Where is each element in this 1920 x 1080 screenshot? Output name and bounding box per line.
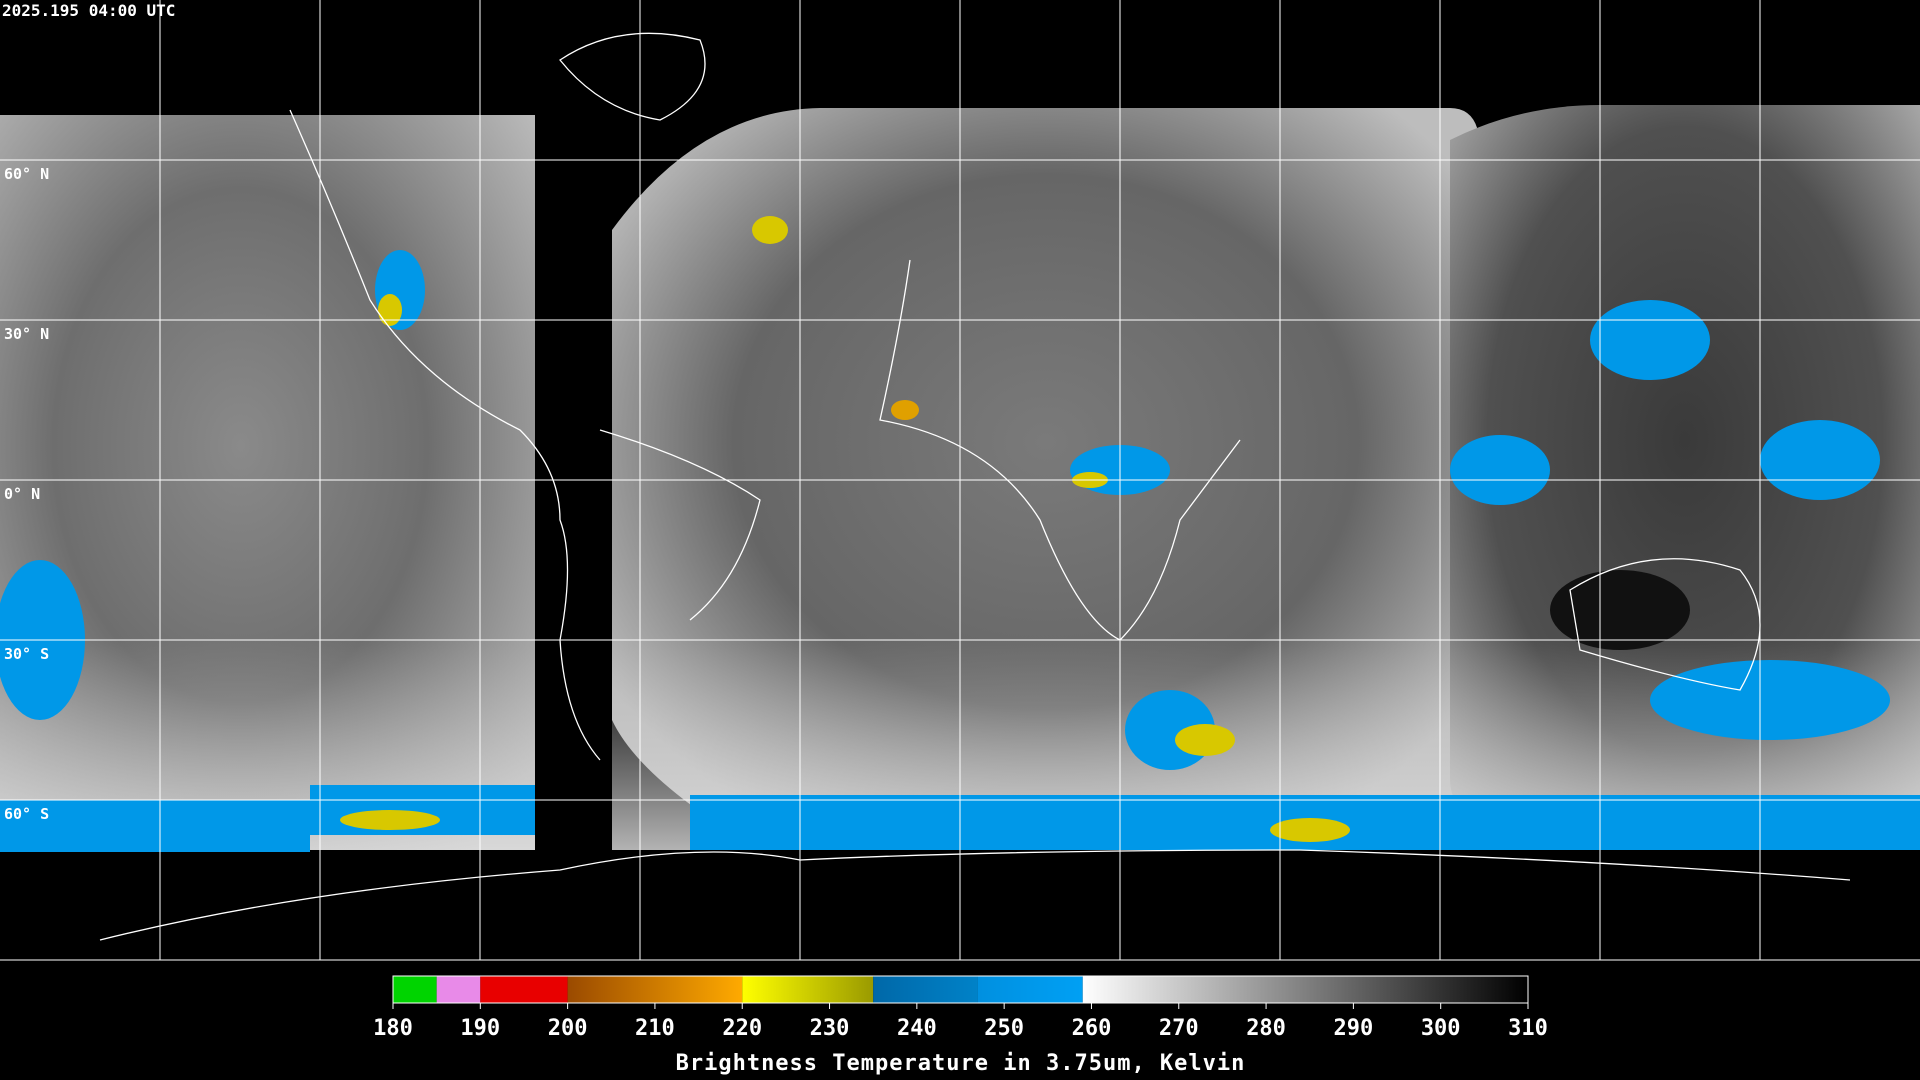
cloud-cold (1760, 420, 1880, 500)
colorbar-tick-label: 250 (984, 1016, 1024, 1041)
latitude-label: 30° S (4, 645, 49, 663)
cloud-very-cold (1175, 724, 1235, 756)
colorbar-tick-label: 190 (460, 1016, 500, 1041)
graticule (0, 0, 1920, 961)
latitude-label: 60° N (4, 165, 49, 183)
colorbar-segment (1082, 976, 1528, 1003)
coastline-africa (879, 259, 1241, 641)
colorbar-segment (393, 976, 437, 1003)
coastline-south-america (599, 429, 761, 621)
coastline-antarctica (99, 849, 1851, 941)
colorbar-segment (873, 976, 978, 1003)
colorbar-tick-label: 280 (1246, 1016, 1286, 1041)
coastline-greenland (559, 32, 706, 121)
colorbar-tick-label: 220 (722, 1016, 762, 1041)
colorbar-title: Brightness Temperature in 3.75um, Kelvin (676, 1051, 1246, 1076)
coastlines (99, 32, 1851, 941)
cloud-very-cold (752, 216, 788, 244)
cloud-very-cold (340, 810, 440, 830)
cloud-cold (1450, 435, 1550, 505)
cloud-very-cold (1270, 818, 1350, 842)
clear-land (1550, 570, 1690, 650)
colorbar: 180 190 200 210 220 230 240 250 260 270 280 290 300 3… (373, 975, 1548, 1076)
colorbar-frame (392, 975, 1529, 1004)
cloud-very-cold (891, 400, 919, 420)
colorbar-tick-label: 300 (1421, 1016, 1461, 1041)
colorbar-tick-label: 240 (897, 1016, 937, 1041)
latitude-label: 60° S (4, 805, 49, 823)
colorbar-tick-label: 260 (1072, 1016, 1112, 1041)
colorbar-segment (436, 976, 481, 1003)
colorbar-tick-label: 310 (1508, 1016, 1548, 1041)
colorbar-tick-label: 210 (635, 1016, 675, 1041)
cloud-cold (1590, 300, 1710, 380)
latitude-label: 30° N (4, 325, 49, 343)
colorbar-tick-label: 180 (373, 1016, 413, 1041)
cloud-cold (1650, 660, 1890, 740)
cloud-cold (0, 800, 310, 852)
colorbar-segment (977, 976, 1083, 1003)
timestamp: 2025.195 04:00 UTC (2, 1, 175, 20)
latitude-label: 0° N (4, 485, 40, 503)
colorbar-tick-label: 270 (1159, 1016, 1199, 1041)
coastline-americas (289, 109, 601, 761)
colorbar-segment (742, 976, 874, 1003)
colorbar-tick-label: 230 (810, 1016, 850, 1041)
latitude-labels: 60° N 30° N 0° N 30° S 60° S (4, 165, 49, 823)
colorbar-tick-label: 290 (1334, 1016, 1374, 1041)
colorbar-segment (480, 976, 568, 1003)
colorbar-tick-label: 200 (548, 1016, 588, 1041)
cloud-very-cold (378, 294, 402, 326)
colorbar-segment (567, 976, 743, 1003)
